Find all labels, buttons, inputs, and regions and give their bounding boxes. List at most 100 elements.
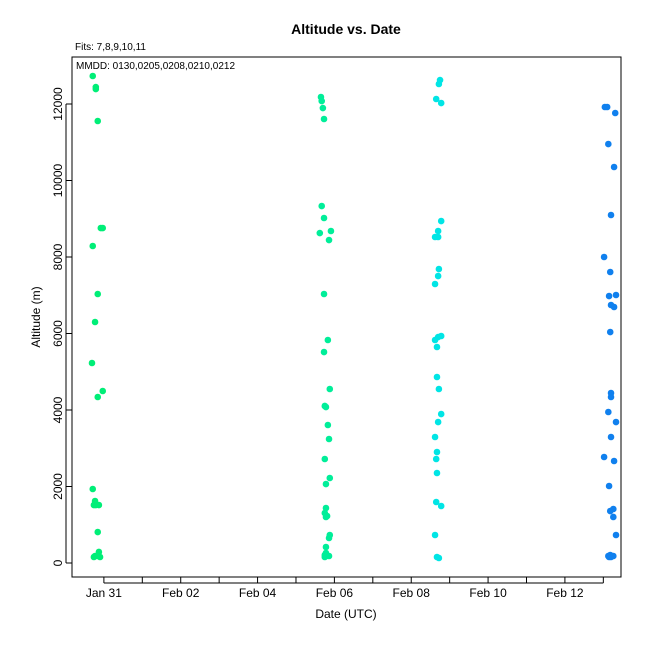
point [324,336,332,344]
point [431,336,439,344]
point [325,236,333,244]
point [605,292,613,300]
point [431,280,439,288]
point [433,373,441,381]
subtitle: Fits: 7,8,9,10,11 [75,42,146,53]
point [320,348,328,356]
x-axis-label: Date (UTC) [315,607,376,621]
point [322,513,330,521]
y-tick-label: 12000 [51,87,65,121]
point [437,217,445,225]
point [94,117,102,125]
point [316,229,324,237]
point [327,227,335,235]
point [435,554,443,562]
point [99,387,107,395]
point [606,507,614,515]
point [605,482,613,490]
point [432,455,440,463]
point [92,85,100,93]
point [94,393,102,401]
y-tick-label: 8000 [51,243,65,270]
point [434,227,442,235]
point [610,163,618,171]
point [91,318,99,326]
x-tick-label: Jan 31 [86,586,122,600]
point [324,421,332,429]
point [433,469,441,477]
y-tick-label: 6000 [51,320,65,347]
point [437,99,445,107]
point [89,242,97,250]
point [607,393,615,401]
x-tick-label: Feb 06 [316,586,354,600]
point [434,233,442,241]
x-tick-label: Feb 04 [239,586,277,600]
point [318,202,326,210]
point [433,448,441,456]
point [600,453,608,461]
point [603,103,611,111]
point [437,502,445,510]
point [320,115,328,123]
chart-title: Altitude vs. Date [291,21,401,37]
point [606,268,614,276]
x-tick-label: Feb 08 [393,586,431,600]
point [432,95,440,103]
point [606,328,614,336]
point [94,290,102,298]
point [605,552,612,560]
point [89,72,97,80]
point [322,480,330,488]
y-tick-label: 10000 [51,163,65,197]
point [611,109,619,117]
point [319,104,327,112]
point [605,408,612,416]
point [89,485,97,493]
point [437,332,445,340]
point [88,359,96,367]
point [437,410,445,418]
point [321,553,329,561]
point [326,474,334,482]
point [612,291,620,299]
point [610,513,617,521]
point [320,290,328,298]
point [322,403,330,411]
point [94,552,102,560]
y-tick-label: 2000 [51,473,65,500]
point [434,418,442,426]
point [435,385,443,393]
point [322,504,330,512]
point [320,214,328,222]
y-tick-label: 4000 [51,396,65,423]
point [92,501,100,509]
point [326,385,334,393]
point [431,531,439,539]
plot-frame [71,56,622,578]
point [607,433,615,441]
point [94,528,102,536]
point [434,272,442,280]
point [610,303,618,311]
x-tick-label: Feb 10 [469,586,507,600]
point [607,211,615,219]
point [99,224,107,232]
point [321,455,329,463]
point [605,140,612,148]
x-tick-label: Feb 02 [162,586,200,600]
annotation: MMDD: 0130,0205,0208,0210,0212 [76,61,235,72]
point [322,543,330,551]
point [610,457,618,465]
point [433,343,441,351]
point [435,80,443,88]
point [318,97,326,105]
point [612,418,620,426]
y-tick-label: 0 [51,559,65,566]
x-tick-label: Feb 12 [546,586,584,600]
point [431,433,439,441]
point [325,435,333,443]
point [432,498,440,506]
point [325,534,333,542]
